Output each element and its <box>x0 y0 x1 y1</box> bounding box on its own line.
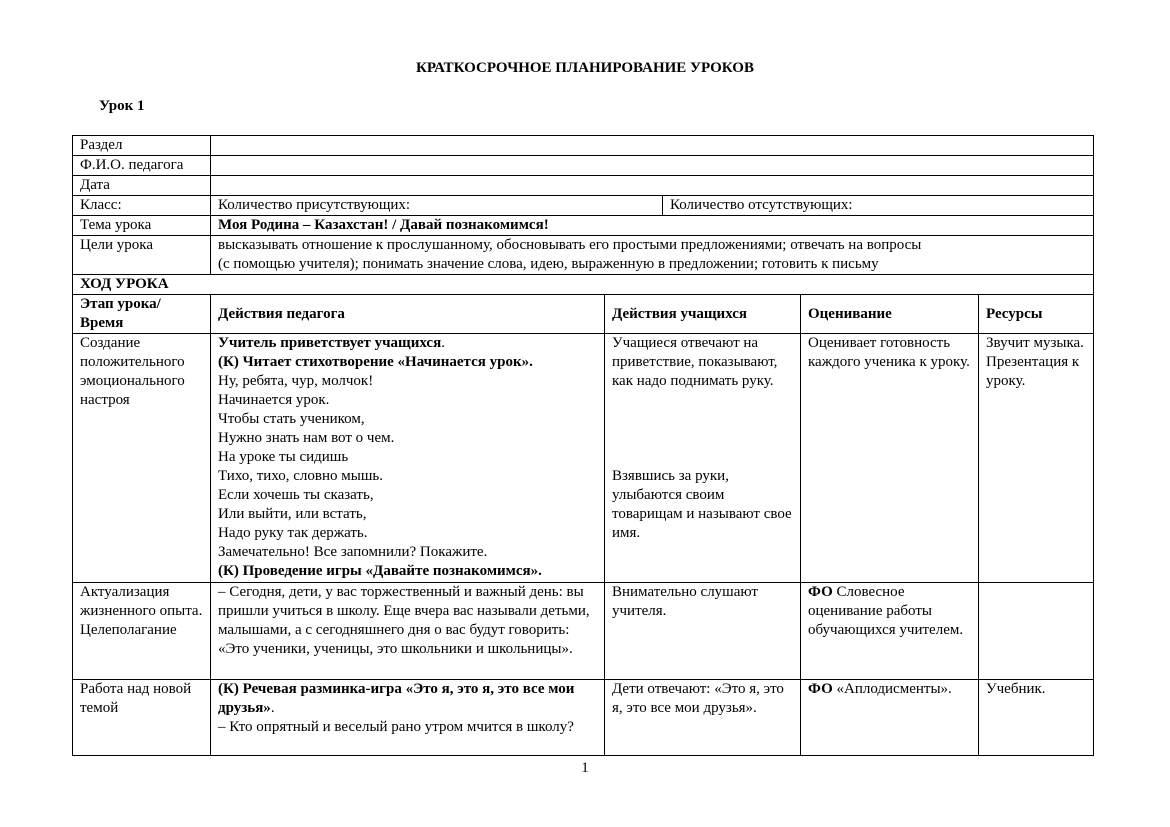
table-row: Работа над новой темой (К) Речевая разми… <box>72 679 1094 756</box>
assessment-type: ФО <box>808 681 833 697</box>
teacher-line: Ну, ребята, чур, молчок! <box>218 372 597 391</box>
student-actions-cell: Внимательно слушают учителя. <box>604 582 801 680</box>
col-header-students: Действия учащихся <box>604 294 801 334</box>
assessment-cell: Оценивает готовность каждого ученика к у… <box>800 333 979 583</box>
student-actions-paragraph: Внимательно слушают учителя. <box>612 584 758 619</box>
teacher-line-text: . <box>441 335 445 351</box>
stage-cell: Работа над новой темой <box>72 679 211 756</box>
teacher-line-text: Чтобы стать учеником, <box>218 411 365 427</box>
table-row: Создание положительного эмоционального н… <box>72 333 1094 583</box>
table-row: Актуализация жизненного опыта. Целеполаг… <box>72 582 1094 680</box>
section-label: Раздел <box>72 135 211 156</box>
goals-line: (с помощью учителя); понимать значение с… <box>218 256 879 272</box>
assessment-cell: ФО «Аплодисменты». <box>800 679 979 756</box>
student-actions-cell: Учащиеся отвечают на приветствие, показы… <box>604 333 801 583</box>
teacher-line-text: Или выйти, или встать, <box>218 506 367 522</box>
date-value[interactable] <box>210 175 1094 196</box>
teacher-actions-cell: (К) Речевая разминка-игра «Это я, это я,… <box>210 679 605 756</box>
absent-label: Количество отсутствующих: <box>662 195 1094 216</box>
col-header-resources: Ресурсы <box>978 294 1094 334</box>
teacher-line-text: Если хочешь ты сказать, <box>218 487 374 503</box>
teacher-line: Тихо, тихо, словно мышь. <box>218 467 597 486</box>
col-header-stage: Этап урока/Время <box>72 294 211 334</box>
teacher-line-text: Тихо, тихо, словно мышь. <box>218 468 383 484</box>
teacher-line: Надо руку так держать. <box>218 524 597 543</box>
student-actions-paragraph: Учащиеся отвечают на приветствие, показы… <box>612 335 778 389</box>
teacher-line: Чтобы стать учеником, <box>218 410 597 429</box>
section-value[interactable] <box>210 135 1094 156</box>
teacher-actions-cell: – Сегодня, дети, у вас торжественный и в… <box>210 582 605 680</box>
assessment-text: Словесное оценивание работы обучающихся … <box>808 584 964 638</box>
col-header-assessment: Оценивание <box>800 294 979 334</box>
teacher-line-text: Начинается урок. <box>218 392 330 408</box>
teacher-line: На уроке ты сидишь <box>218 448 597 467</box>
stage-cell: Создание положительного эмоционального н… <box>72 333 211 583</box>
teacher-line-text: Нужно знать нам вот о чем. <box>218 430 395 446</box>
teacher-line-text: . <box>270 700 275 716</box>
teacher-line: Замечательно! Все запомнили? Покажите. <box>218 543 597 562</box>
stage-cell: Актуализация жизненного опыта. Целеполаг… <box>72 582 211 680</box>
resources-cell: Звучит музыка. Презентация к уроку. <box>978 333 1094 583</box>
resources-cell <box>978 582 1094 680</box>
document-title: КРАТКОСРОЧНОЕ ПЛАНИРОВАНИЕ УРОКОВ <box>416 60 754 76</box>
resources-cell: Учебник. <box>978 679 1094 756</box>
teacher-line: Если хочешь ты сказать, <box>218 486 597 505</box>
course-header: ХОД УРОКА <box>72 274 1094 295</box>
topic-value: Моя Родина – Казахстан! / Давай познаком… <box>210 215 1094 236</box>
teacher-line-text: Ну, ребята, чур, молчок! <box>218 373 374 389</box>
student-actions-paragraph: Взявшись за руки, улыбаются своим товари… <box>612 468 792 541</box>
teacher-line-bold: (К) Речевая разминка-игра «Это я, это я,… <box>218 681 575 716</box>
teacher-line-text: Надо руку так держать. <box>218 525 368 541</box>
col-header-teacher: Действия педагога <box>210 294 605 334</box>
teacher-line-bold: (К) Читает стихотворение «Начинается уро… <box>218 354 533 370</box>
goals-value: высказывать отношение к прослушанному, о… <box>210 235 1094 275</box>
teacher-line-bold: Учитель приветствует учащихся <box>218 335 442 351</box>
class-label: Класс: <box>72 195 211 216</box>
teacher-line: Нужно знать нам вот о чем. <box>218 429 597 448</box>
assessment-type: ФО <box>808 584 833 600</box>
date-label: Дата <box>72 175 211 196</box>
page-number: 1 <box>581 760 589 776</box>
teacher-line-bold: (К) Проведение игры «Давайте познакомимс… <box>218 563 542 579</box>
teacher-line: Начинается урок. <box>218 391 597 410</box>
goals-label: Цели урока <box>72 235 211 275</box>
teacher-line: Учитель приветствует учащихся. <box>218 334 597 353</box>
teacher-line: (К) Проведение игры «Давайте познакомимс… <box>218 562 597 581</box>
teacher-line: Или выйти, или встать, <box>218 505 597 524</box>
teacher-label: Ф.И.О. педагога <box>72 155 211 176</box>
teacher-line-text: – Сегодня, дети, у вас торжественный и в… <box>218 584 590 657</box>
teacher-line: (К) Речевая разминка-игра «Это я, это я,… <box>218 680 597 718</box>
assessment-text: «Аплодисменты». <box>832 681 952 697</box>
teacher-value[interactable] <box>210 155 1094 176</box>
lesson-plan-table: Раздел Ф.И.О. педагога Дата Класс: Количе… <box>72 135 1094 756</box>
lesson-number: Урок 1 <box>99 98 145 114</box>
teacher-actions-cell: Учитель приветствует учащихся. (К) Читает… <box>210 333 605 583</box>
topic-label: Тема урока <box>72 215 211 236</box>
assessment-cell: ФО Словесное оценивание работы обучающих… <box>800 582 979 680</box>
student-actions-paragraph: Дети отвечают: «Это я, это я, это все мо… <box>612 681 784 716</box>
teacher-line-text: – Кто опрятный и веселый рано утром мчит… <box>218 719 574 735</box>
teacher-line: (К) Читает стихотворение «Начинается уро… <box>218 353 597 372</box>
assessment-text: Оценивает готовность каждого ученика к у… <box>808 335 970 370</box>
present-label: Количество присутствующих: <box>210 195 663 216</box>
teacher-line: – Сегодня, дети, у вас торжественный и в… <box>218 583 597 659</box>
goals-line: высказывать отношение к прослушанному, о… <box>218 237 922 253</box>
teacher-line-text: Замечательно! Все запомнили? Покажите. <box>218 544 488 560</box>
teacher-line-text: На уроке ты сидишь <box>218 449 349 465</box>
student-actions-cell: Дети отвечают: «Это я, это я, это все мо… <box>604 679 801 756</box>
teacher-line: – Кто опрятный и веселый рано утром мчит… <box>218 718 597 737</box>
